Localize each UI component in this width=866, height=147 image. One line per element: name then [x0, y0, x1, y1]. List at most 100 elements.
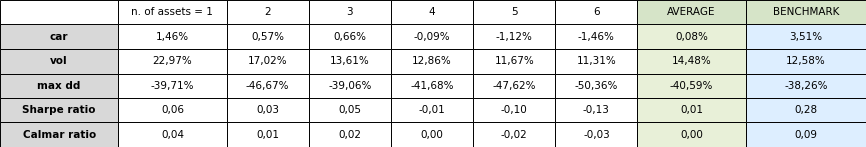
Bar: [0, 49, 119, 74]
Bar: [308, 74, 391, 98]
Bar: [391, 122, 473, 147]
Text: 0,04: 0,04: [161, 130, 184, 140]
Text: 5: 5: [511, 7, 518, 17]
Text: 0,66%: 0,66%: [333, 32, 366, 42]
Bar: [637, 0, 746, 25]
Bar: [227, 74, 308, 98]
Bar: [473, 74, 555, 98]
Text: -40,59%: -40,59%: [670, 81, 714, 91]
Bar: [637, 25, 746, 49]
Text: 0,00: 0,00: [421, 130, 443, 140]
Bar: [391, 25, 473, 49]
Bar: [0, 98, 119, 122]
Bar: [0, 0, 119, 25]
Bar: [391, 0, 473, 25]
Text: 0,02: 0,02: [339, 130, 361, 140]
Bar: [555, 0, 637, 25]
Text: max dd: max dd: [37, 81, 81, 91]
Text: n. of assets = 1: n. of assets = 1: [132, 7, 213, 17]
Text: 3,51%: 3,51%: [789, 32, 823, 42]
Text: -0,01: -0,01: [418, 105, 445, 115]
Text: -47,62%: -47,62%: [493, 81, 536, 91]
Text: -1,46%: -1,46%: [578, 32, 615, 42]
Text: 12,86%: 12,86%: [412, 56, 452, 66]
Text: 0,06: 0,06: [161, 105, 184, 115]
Bar: [227, 49, 308, 74]
Text: 22,97%: 22,97%: [152, 56, 192, 66]
Text: 4: 4: [429, 7, 436, 17]
Bar: [119, 0, 227, 25]
Bar: [0, 25, 119, 49]
Bar: [119, 25, 227, 49]
Bar: [119, 98, 227, 122]
Text: -50,36%: -50,36%: [575, 81, 618, 91]
Text: 6: 6: [593, 7, 599, 17]
Text: 17,02%: 17,02%: [248, 56, 288, 66]
Bar: [746, 25, 866, 49]
Bar: [227, 98, 308, 122]
Bar: [391, 98, 473, 122]
Bar: [0, 74, 119, 98]
Text: Calmar ratio: Calmar ratio: [23, 130, 96, 140]
Bar: [119, 49, 227, 74]
Bar: [391, 49, 473, 74]
Text: 0,08%: 0,08%: [675, 32, 708, 42]
Text: 0,57%: 0,57%: [251, 32, 284, 42]
Bar: [637, 122, 746, 147]
Text: 14,48%: 14,48%: [672, 56, 712, 66]
Bar: [555, 98, 637, 122]
Bar: [473, 122, 555, 147]
Text: 0,05: 0,05: [339, 105, 361, 115]
Bar: [391, 74, 473, 98]
Bar: [308, 49, 391, 74]
Bar: [473, 98, 555, 122]
Text: -0,02: -0,02: [501, 130, 527, 140]
Bar: [555, 49, 637, 74]
Text: -39,06%: -39,06%: [328, 81, 372, 91]
Bar: [637, 49, 746, 74]
Text: -1,12%: -1,12%: [495, 32, 533, 42]
Text: -41,68%: -41,68%: [410, 81, 454, 91]
Bar: [746, 98, 866, 122]
Bar: [637, 74, 746, 98]
Bar: [119, 122, 227, 147]
Bar: [227, 122, 308, 147]
Text: 0,03: 0,03: [256, 105, 279, 115]
Bar: [227, 0, 308, 25]
Bar: [0, 122, 119, 147]
Text: -0,03: -0,03: [583, 130, 610, 140]
Bar: [308, 98, 391, 122]
Bar: [473, 0, 555, 25]
Text: BENCHMARK: BENCHMARK: [772, 7, 839, 17]
Bar: [746, 0, 866, 25]
Bar: [119, 74, 227, 98]
Text: car: car: [50, 32, 68, 42]
Text: 13,61%: 13,61%: [330, 56, 370, 66]
Text: 1,46%: 1,46%: [156, 32, 189, 42]
Text: -0,10: -0,10: [501, 105, 527, 115]
Text: 2: 2: [264, 7, 271, 17]
Text: 0,01: 0,01: [680, 105, 703, 115]
Bar: [308, 0, 391, 25]
Bar: [473, 49, 555, 74]
Text: 12,58%: 12,58%: [786, 56, 826, 66]
Text: AVERAGE: AVERAGE: [668, 7, 716, 17]
Text: -0,13: -0,13: [583, 105, 610, 115]
Bar: [746, 74, 866, 98]
Text: Sharpe ratio: Sharpe ratio: [23, 105, 96, 115]
Text: vol: vol: [50, 56, 68, 66]
Text: -0,09%: -0,09%: [414, 32, 450, 42]
Bar: [637, 98, 746, 122]
Bar: [308, 122, 391, 147]
Text: 11,67%: 11,67%: [494, 56, 534, 66]
Bar: [746, 49, 866, 74]
Text: 3: 3: [346, 7, 353, 17]
Bar: [555, 25, 637, 49]
Text: 0,01: 0,01: [256, 130, 279, 140]
Text: 0,00: 0,00: [680, 130, 703, 140]
Bar: [227, 25, 308, 49]
Bar: [308, 25, 391, 49]
Bar: [555, 74, 637, 98]
Text: 0,09: 0,09: [794, 130, 818, 140]
Text: 11,31%: 11,31%: [577, 56, 617, 66]
